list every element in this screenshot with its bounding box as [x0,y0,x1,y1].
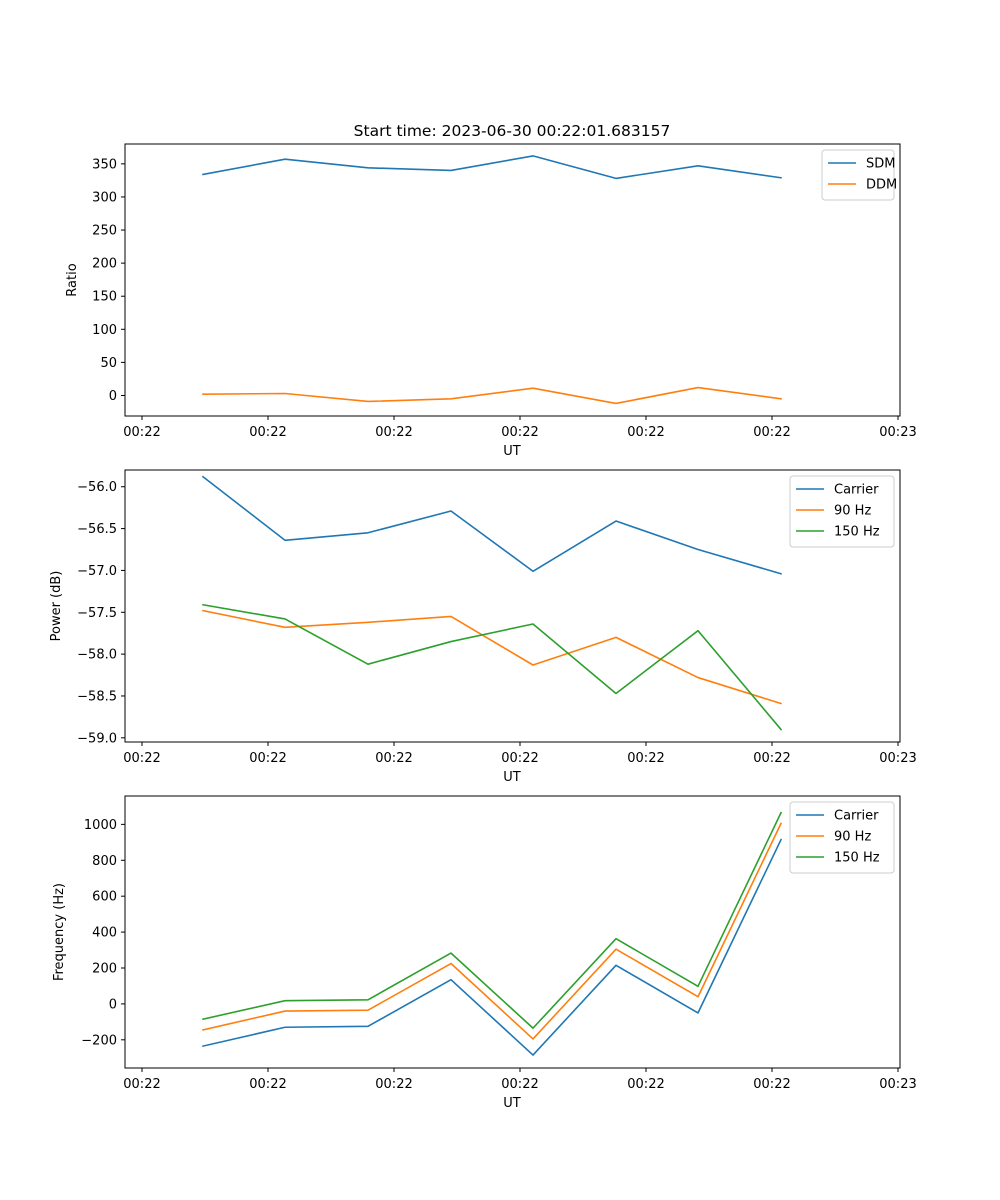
x-tick-label: 00:22 [627,751,664,766]
y-axis-label: Power (dB) [49,571,64,642]
legend: SDM DDM [821,149,897,201]
legend-box [789,475,895,548]
x-tick-label: 00:22 [753,1077,790,1092]
x-tick-label: 00:23 [879,751,916,766]
x-tick-label: 00:22 [249,751,286,766]
series-line-carrier [201,475,782,575]
x-axis-label: UT [503,444,521,459]
y-tick-label: −58.5 [77,689,117,704]
y-tick-label: 200 [92,257,117,272]
series-line-90-hz [202,822,783,1040]
x-tick-label: 00:22 [627,1077,664,1092]
y-tick-label: −57.5 [77,606,117,621]
y-tick-label: 400 [92,926,117,941]
y-axis-label: Frequency (Hz) [52,883,67,981]
y-tick-label: 250 [92,224,117,239]
y-axis-label: Ratio [65,263,80,296]
y-tick-label: 0 [109,997,117,1012]
x-tick-label: 00:23 [879,1077,916,1092]
y-tick-label: 200 [92,961,117,976]
legend-label: Carrier [834,809,879,824]
x-tick-label: 00:22 [753,425,790,440]
x-tick-label: 00:23 [879,425,916,440]
x-axis-label: UT [503,770,521,785]
legend-label: 90 Hz [834,504,871,519]
legend: Carrier 90 Hz 150 Hz [789,801,895,874]
y-tick-label: 100 [92,323,117,338]
y-tick-label: 0 [109,389,117,404]
x-tick-label: 00:22 [123,751,160,766]
y-tick-label: −56.0 [77,480,117,495]
y-tick-label: −200 [81,1033,117,1048]
legend-label: 150 Hz [834,525,880,540]
x-tick-label: 00:22 [501,751,538,766]
legend-label: SDM [866,157,895,172]
y-tick-label: −59.0 [77,731,117,746]
x-tick-label: 00:22 [753,751,790,766]
y-tick-label: −57.0 [77,564,117,579]
legend-label: 150 Hz [834,851,880,866]
x-tick-label: 00:22 [375,1077,412,1092]
y-tick-label: −58.0 [77,648,117,663]
x-tick-label: 00:22 [375,425,412,440]
x-tick-label: 00:22 [123,1077,160,1092]
legend-box [789,801,895,874]
y-tick-label: 150 [92,290,117,305]
x-tick-label: 00:22 [123,425,160,440]
series-line-ddm [202,386,782,405]
plot-frame [124,143,901,417]
y-tick-label: 1000 [84,818,117,833]
legend-label: 90 Hz [834,830,871,845]
x-tick-label: 00:22 [375,751,412,766]
legend: Carrier 90 Hz 150 Hz [789,475,895,548]
series-line-150-hz [202,603,783,731]
figure-title: Start time: 2023-06-30 00:22:01.683157 [354,122,671,140]
y-tick-label: −56.5 [77,522,117,537]
y-tick-label: 350 [92,157,117,172]
legend-label: Carrier [834,483,879,498]
x-tick-label: 00:22 [627,425,664,440]
y-tick-label: 800 [92,854,117,869]
y-tick-label: 300 [92,190,117,205]
legend-label: DDM [866,178,897,193]
series-line-carrier [202,838,783,1056]
x-tick-label: 00:22 [249,1077,286,1092]
subplot-frequency: 00:22 00:22 00:22 00:22 00:22 00:22 00:23 −200 0… [52,795,917,1111]
y-tick-label: 50 [100,356,117,371]
series-line-150-hz [202,811,783,1029]
x-tick-label: 00:22 [501,1077,538,1092]
y-tick-label: 600 [92,890,117,905]
subplot-ratio: 00:22 00:22 00:22 00:22 00:22 00:22 00:23 0 50 10… [65,143,917,459]
x-axis-label: UT [503,1096,521,1111]
x-tick-label: 00:22 [501,425,538,440]
series-line-sdm [202,155,782,180]
plot-frame [124,469,901,743]
subplot-power: 00:22 00:22 00:22 00:22 00:22 00:22 00:23 −59.0… [49,469,917,785]
x-tick-label: 00:22 [249,425,286,440]
